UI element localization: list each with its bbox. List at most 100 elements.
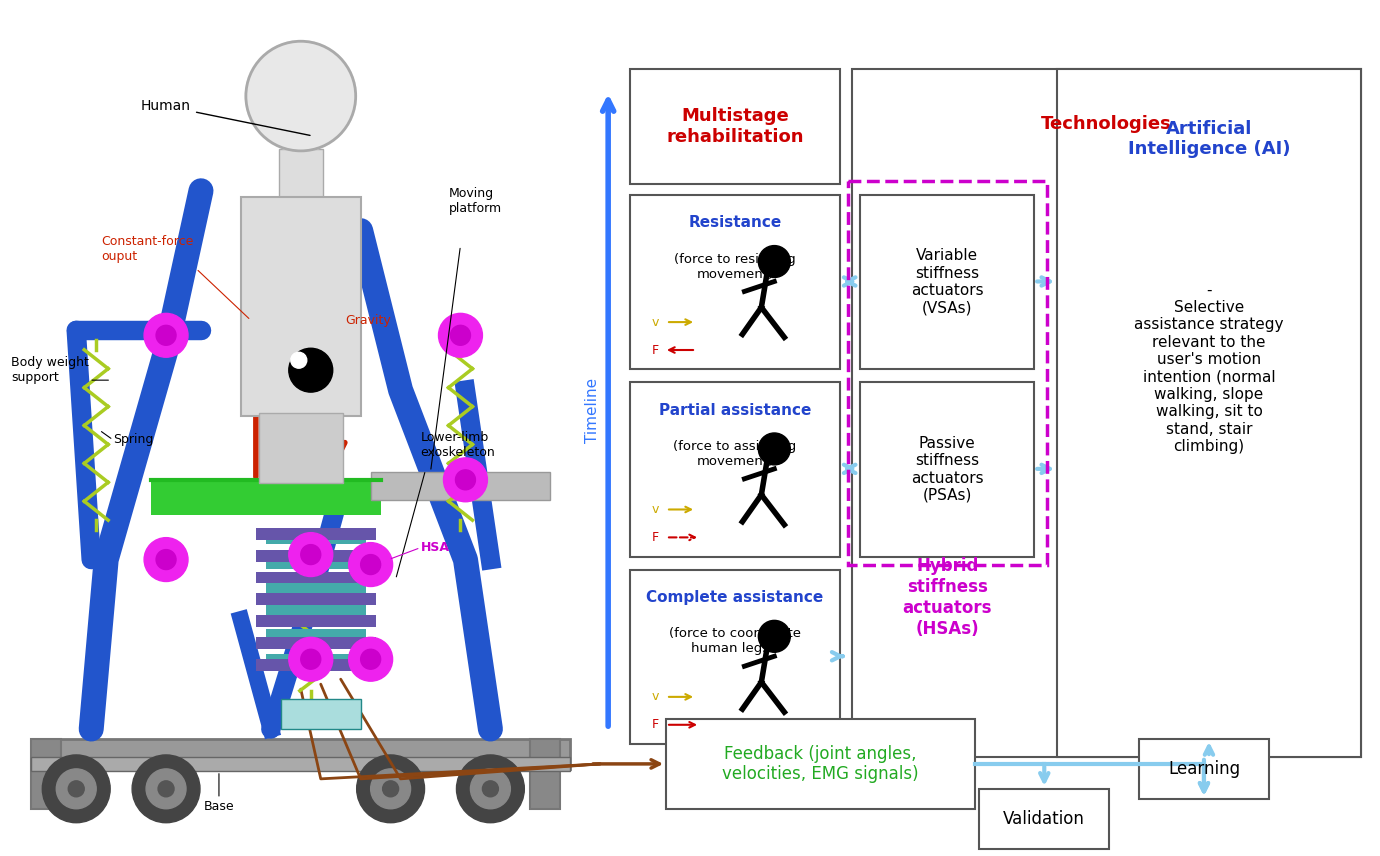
Text: F: F	[653, 531, 660, 544]
Circle shape	[146, 769, 186, 809]
Text: Passive
stiffness
actuators
(PSAs): Passive stiffness actuators (PSAs)	[911, 436, 984, 503]
Circle shape	[455, 470, 476, 490]
Circle shape	[450, 325, 471, 345]
Bar	[631, 69, 839, 184]
Circle shape	[43, 755, 110, 823]
Bar	[851, 69, 1361, 757]
Bar	[255, 659, 375, 671]
Circle shape	[439, 313, 483, 357]
Circle shape	[759, 621, 791, 652]
Text: Constant-force
ouput: Constant-force ouput	[101, 235, 193, 263]
Bar	[631, 195, 839, 369]
Bar	[266, 555, 366, 568]
Text: Feedback (joint angles,
velocities, EMG signals): Feedback (joint angles, velocities, EMG …	[722, 745, 919, 783]
Circle shape	[288, 532, 333, 577]
Bar	[280, 699, 360, 729]
Circle shape	[483, 781, 498, 797]
Text: Artificial
Intelligence (AI): Artificial Intelligence (AI)	[1127, 120, 1290, 158]
Text: Variable
stiffness
actuators
(VSAs): Variable stiffness actuators (VSAs)	[911, 248, 984, 316]
Bar	[667, 719, 976, 809]
Circle shape	[457, 755, 524, 823]
Circle shape	[356, 755, 425, 823]
Text: Learning: Learning	[1167, 760, 1241, 778]
Text: Base: Base	[204, 800, 235, 813]
Bar	[241, 197, 360, 416]
Circle shape	[291, 353, 306, 368]
Bar	[530, 739, 560, 809]
Bar	[255, 615, 375, 627]
Bar	[266, 604, 366, 618]
Text: (force to coordinate
human legs ): (force to coordinate human legs )	[669, 627, 800, 656]
Text: Resistance: Resistance	[689, 215, 781, 230]
Bar	[255, 638, 375, 650]
Circle shape	[144, 313, 188, 357]
Bar	[860, 195, 1034, 369]
Bar	[847, 181, 1047, 565]
Text: Moving
platform: Moving platform	[448, 187, 501, 215]
Circle shape	[159, 781, 174, 797]
Circle shape	[349, 638, 392, 681]
Text: v: v	[653, 316, 660, 329]
Circle shape	[759, 433, 791, 465]
Bar	[631, 382, 839, 556]
Circle shape	[57, 769, 97, 809]
Bar	[371, 472, 551, 500]
Circle shape	[349, 543, 392, 586]
Circle shape	[371, 769, 411, 809]
Text: Validation: Validation	[1003, 810, 1085, 828]
Bar	[255, 572, 375, 584]
Bar	[150, 480, 381, 514]
Bar	[1138, 739, 1268, 799]
Text: Body weight
support: Body weight support	[11, 356, 90, 384]
Bar	[266, 530, 366, 544]
Circle shape	[156, 325, 177, 345]
Text: Hybrid
stiffness
actuators
(HSAs): Hybrid stiffness actuators (HSAs)	[903, 557, 992, 638]
Circle shape	[443, 458, 487, 502]
Circle shape	[759, 246, 791, 277]
Circle shape	[288, 638, 333, 681]
Bar	[255, 550, 375, 562]
Text: (force to assist leg
movement): (force to assist leg movement)	[673, 440, 796, 468]
Circle shape	[68, 781, 84, 797]
Bar	[980, 789, 1110, 848]
Bar	[259, 413, 342, 483]
Circle shape	[288, 348, 333, 392]
Circle shape	[471, 769, 511, 809]
Text: Technologies: Technologies	[1041, 115, 1172, 133]
Circle shape	[301, 650, 320, 669]
Circle shape	[246, 41, 356, 151]
Bar	[255, 593, 375, 605]
Text: (force to resist leg
movement): (force to resist leg movement)	[673, 253, 796, 281]
Bar	[266, 629, 366, 644]
Bar	[266, 654, 366, 669]
Text: Lower-limb
exoskeleton: Lower-limb exoskeleton	[421, 431, 495, 459]
Text: HSA: HSA	[421, 541, 450, 554]
Bar	[860, 382, 1034, 556]
Text: v: v	[653, 503, 660, 516]
Bar	[1, 2, 591, 854]
Text: v: v	[653, 691, 660, 704]
Text: Multistage
rehabilitation: Multistage rehabilitation	[667, 107, 803, 146]
Text: Partial assistance: Partial assistance	[658, 402, 811, 418]
Bar	[32, 757, 570, 771]
Text: Human: Human	[141, 99, 310, 135]
Text: F: F	[653, 718, 660, 731]
Circle shape	[360, 555, 381, 574]
Bar	[1057, 69, 1361, 757]
Bar	[32, 739, 570, 769]
Circle shape	[144, 538, 188, 581]
Text: F: F	[653, 343, 660, 356]
Bar	[32, 739, 61, 809]
Circle shape	[360, 650, 381, 669]
Bar	[266, 580, 366, 593]
Circle shape	[156, 550, 177, 569]
Text: -
Selective
assistance strategy
relevant to the
user's motion
intention (normal
: - Selective assistance strategy relevant…	[1134, 282, 1283, 454]
Circle shape	[132, 755, 200, 823]
Text: Gravity: Gravity	[346, 314, 392, 327]
Text: Timeline: Timeline	[585, 377, 600, 443]
Bar	[255, 527, 375, 539]
Bar	[279, 149, 323, 199]
Circle shape	[301, 544, 320, 565]
Circle shape	[382, 781, 399, 797]
Text: Spring: Spring	[113, 433, 153, 447]
